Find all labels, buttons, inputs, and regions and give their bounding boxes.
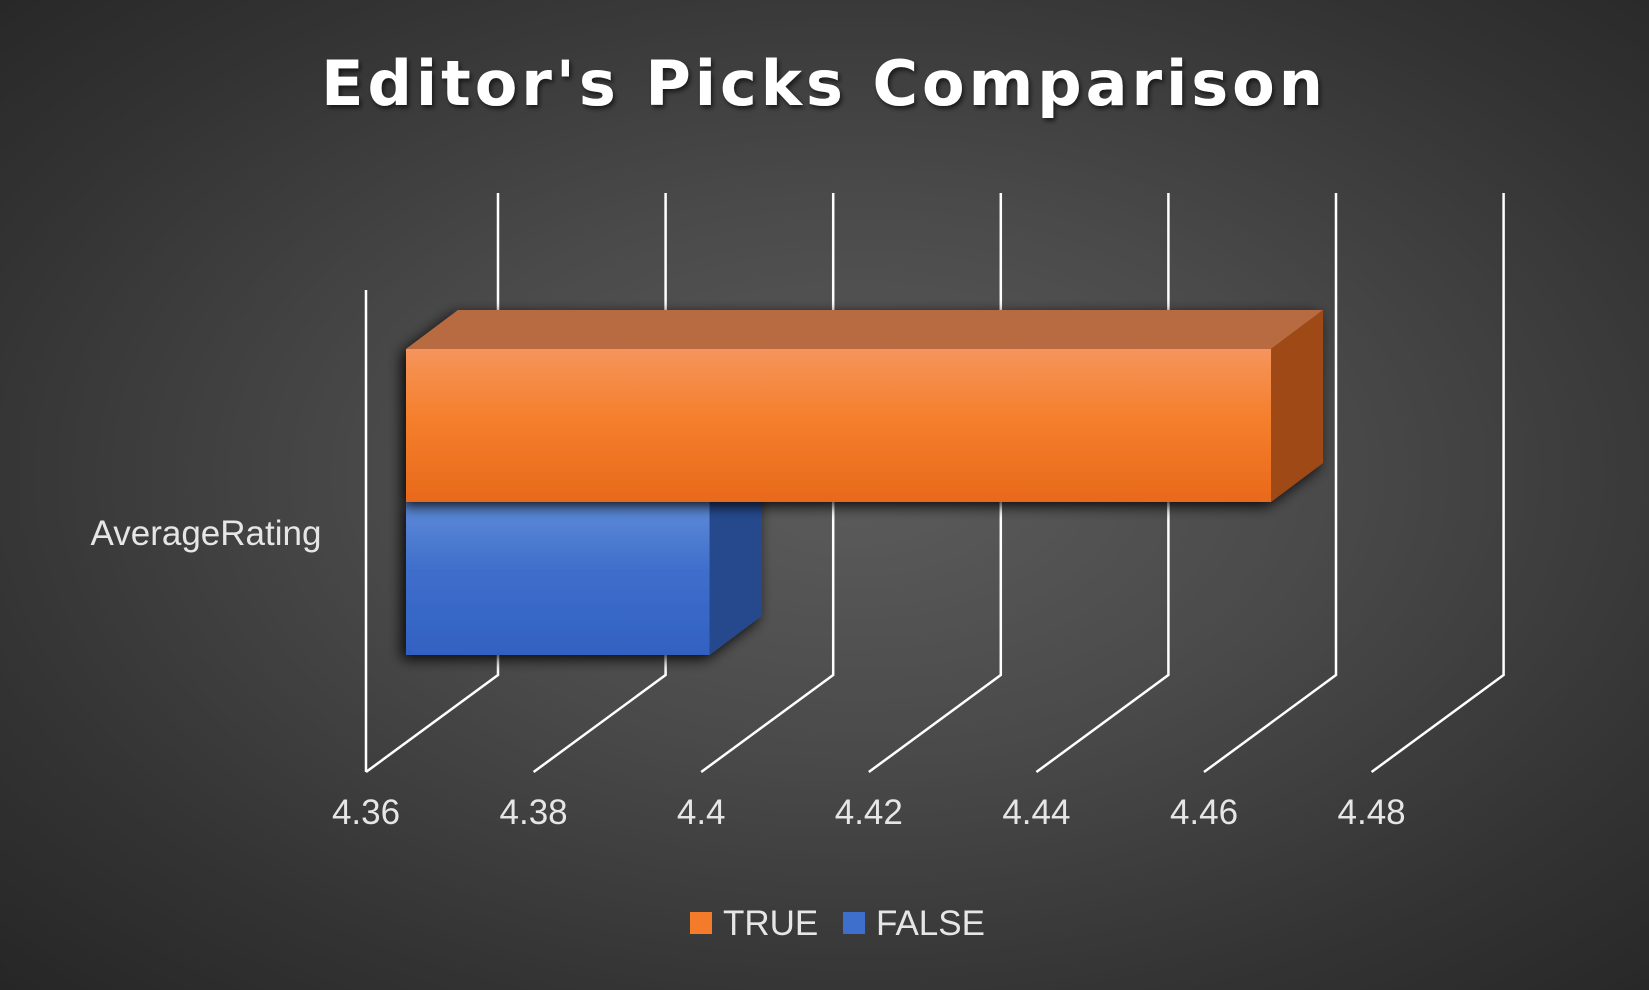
gridline-4.48 — [1370, 193, 1505, 774]
bar-true — [406, 310, 1324, 502]
legend-item-true: TRUE — [690, 904, 818, 943]
x-tick-label-4.42: 4.42 — [835, 793, 903, 832]
legend-swatch-false — [843, 912, 865, 934]
legend-swatch-true — [690, 912, 712, 934]
x-tick-label-4.46: 4.46 — [1170, 793, 1238, 832]
bar-false-front — [406, 502, 710, 655]
gridline-4.46 — [1203, 193, 1338, 774]
gridlines — [364, 193, 1505, 774]
category-label-averagerating: AverageRating — [91, 514, 322, 553]
legend: TRUE FALSE — [690, 904, 985, 943]
legend-label-true: TRUE — [723, 904, 818, 943]
chart-title: Editor's Picks Comparison — [321, 47, 1327, 120]
bar-true-top — [406, 310, 1324, 349]
bar-true-front — [406, 349, 1272, 502]
x-tick-label-4.48: 4.48 — [1338, 793, 1406, 832]
x-tick-label-4.38: 4.38 — [500, 793, 568, 832]
bar-false — [406, 463, 762, 655]
bars — [406, 310, 1324, 655]
bar-false-side — [709, 463, 762, 655]
legend-item-false: FALSE — [843, 904, 985, 943]
x-axis-ticks: 4.36 4.38 4.4 4.42 4.44 4.46 4.48 — [332, 793, 1406, 832]
x-tick-label-4.44: 4.44 — [1002, 793, 1070, 832]
legend-label-false: FALSE — [876, 904, 985, 943]
x-tick-label-4.36: 4.36 — [332, 793, 400, 832]
x-tick-label-4.4: 4.4 — [677, 793, 726, 832]
bar-true-side — [1271, 310, 1324, 502]
